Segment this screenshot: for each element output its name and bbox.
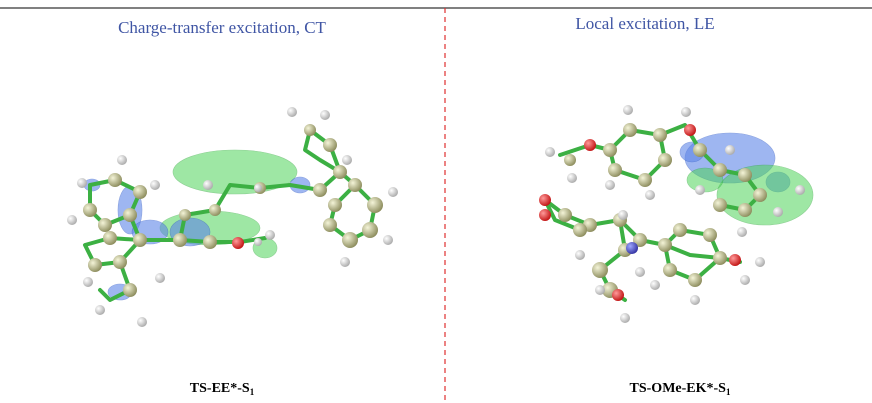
label-text: TS-EE*-S — [190, 381, 250, 396]
label-subscript: 1 — [726, 387, 731, 397]
molecule-ct — [67, 107, 398, 327]
panel-title: Local excitation, LE — [575, 14, 714, 33]
label-subscript: 1 — [250, 387, 255, 397]
panel-title: Charge-transfer excitation, CT — [118, 18, 326, 37]
panel-label: TS-EE*-S1 — [190, 381, 255, 397]
figure: Charge-transfer excitation, CT Local exc… — [0, 0, 872, 403]
molecule-le — [539, 105, 813, 323]
label-text: TS-OMe-EK*-S — [630, 381, 727, 396]
panel-label: TS-OMe-EK*-S1 — [630, 381, 731, 397]
